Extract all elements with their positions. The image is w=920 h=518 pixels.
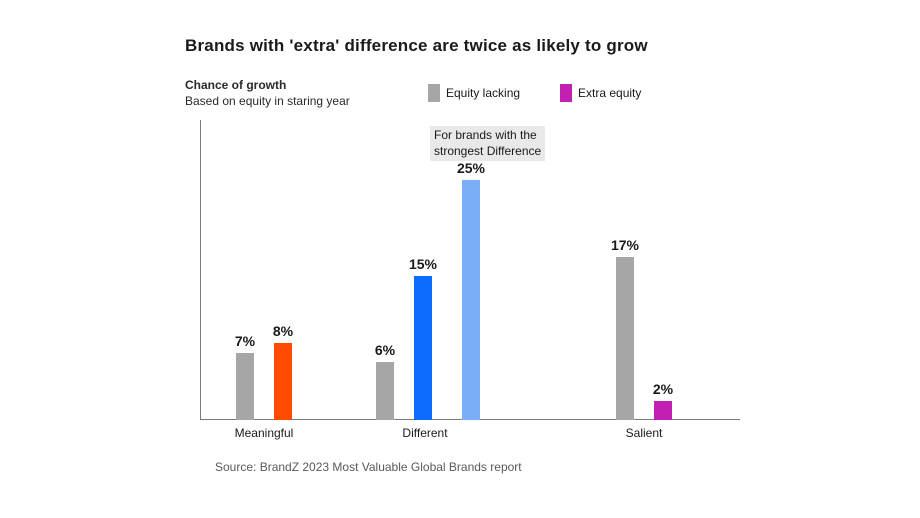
category-label-different: Different — [365, 426, 485, 440]
legend-swatch-extra-equity — [560, 84, 572, 102]
bar-label-different-lacking: 6% — [361, 342, 409, 358]
legend-label-extra-equity: Extra equity — [578, 86, 641, 100]
bar-label-different-extra: 15% — [399, 256, 447, 272]
legend-swatch-equity-lacking — [428, 84, 440, 102]
legend-item-equity-lacking: Equity lacking — [428, 84, 520, 102]
bar-different-lacking — [376, 362, 394, 420]
bar-salient-extra — [654, 401, 672, 420]
annotation-line-2: strongest Difference — [434, 144, 541, 158]
legend-item-extra-equity: Extra equity — [560, 84, 641, 102]
bar-label-salient-lacking: 17% — [601, 237, 649, 253]
subtitle-line-2: Based on equity in staring year — [185, 94, 350, 108]
category-label-meaningful: Meaningful — [204, 426, 324, 440]
bar-salient-lacking — [616, 257, 634, 420]
bar-label-salient-extra: 2% — [639, 381, 687, 397]
bar-meaningful-extra — [274, 343, 292, 420]
bar-different-strongest — [462, 180, 480, 420]
bar-chart: For brands with the strongest Difference… — [200, 120, 740, 420]
category-label-salient: Salient — [584, 426, 704, 440]
annotation-strongest-difference: For brands with the strongest Difference — [430, 126, 545, 161]
bar-label-meaningful-extra: 8% — [259, 323, 307, 339]
legend-label-equity-lacking: Equity lacking — [446, 86, 520, 100]
chart-title: Brands with 'extra' difference are twice… — [185, 36, 648, 56]
bar-meaningful-lacking — [236, 353, 254, 420]
annotation-line-1: For brands with the — [434, 128, 537, 142]
bar-label-different-strongest: 25% — [447, 160, 495, 176]
source-line: Source: BrandZ 2023 Most Valuable Global… — [215, 460, 522, 474]
bar-different-extra — [414, 276, 432, 420]
y-axis — [200, 120, 201, 420]
subtitle-line-1: Chance of growth — [185, 78, 286, 92]
page-root: Brands with 'extra' difference are twice… — [0, 0, 920, 518]
